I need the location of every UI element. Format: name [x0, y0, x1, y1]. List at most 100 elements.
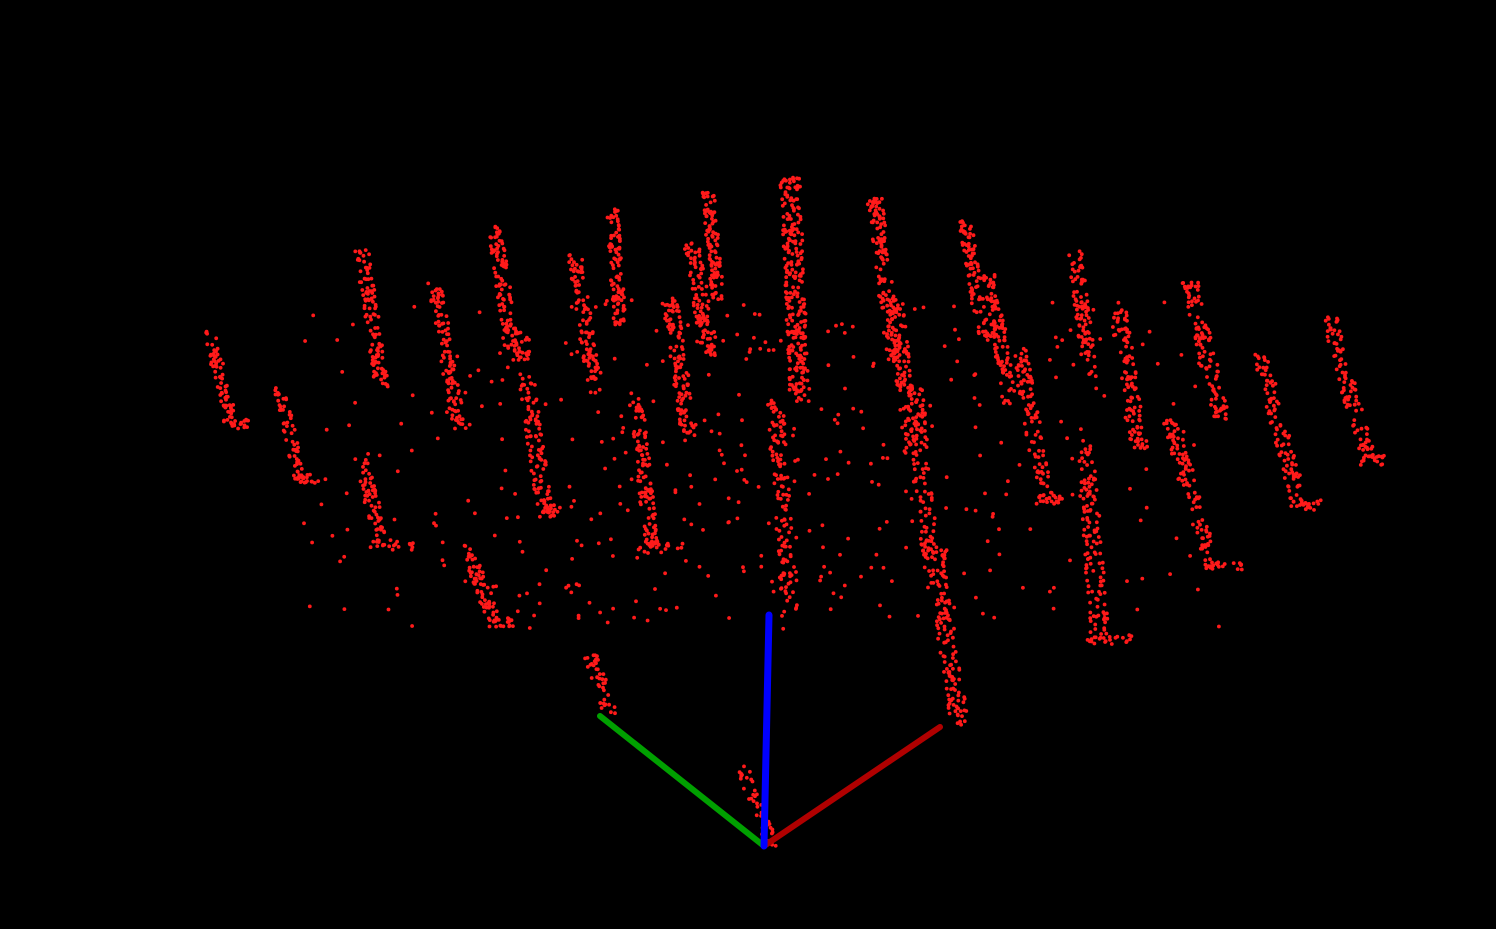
point	[1263, 368, 1268, 373]
point	[898, 408, 903, 412]
point	[779, 586, 783, 591]
point	[1176, 477, 1181, 481]
point	[993, 294, 998, 298]
point	[480, 595, 485, 600]
point	[700, 191, 705, 196]
point	[1138, 431, 1142, 436]
point	[790, 383, 794, 387]
point	[1215, 362, 1220, 367]
point	[918, 404, 923, 408]
point	[1210, 560, 1214, 565]
point	[885, 318, 890, 322]
point	[1286, 435, 1291, 440]
point	[900, 302, 905, 306]
point	[787, 595, 792, 600]
point	[874, 204, 879, 209]
point	[799, 320, 803, 324]
point	[736, 500, 741, 505]
point	[958, 229, 963, 233]
point	[792, 426, 796, 431]
point	[909, 428, 913, 432]
point	[953, 682, 958, 686]
point	[735, 516, 740, 521]
point	[547, 507, 551, 512]
point	[476, 368, 481, 373]
point	[594, 667, 599, 671]
point	[1199, 364, 1204, 368]
point	[781, 626, 786, 631]
point	[223, 405, 228, 410]
point	[737, 392, 741, 397]
point	[377, 332, 382, 336]
point	[1083, 481, 1087, 486]
point	[647, 522, 652, 526]
point	[597, 684, 602, 689]
point	[930, 555, 934, 559]
point	[1068, 558, 1072, 563]
point	[991, 280, 996, 285]
point	[1144, 439, 1149, 443]
point	[609, 260, 614, 265]
point	[797, 300, 802, 304]
point	[663, 571, 667, 576]
point	[1259, 372, 1264, 377]
point	[826, 329, 830, 334]
point	[1080, 344, 1085, 349]
point	[480, 404, 484, 409]
point	[1212, 414, 1217, 419]
point	[876, 236, 880, 240]
point	[995, 353, 999, 358]
point	[1290, 470, 1295, 474]
point	[997, 552, 1002, 557]
point	[1125, 418, 1130, 423]
point	[993, 305, 998, 310]
point	[1086, 480, 1091, 485]
point	[897, 312, 902, 317]
point	[1075, 307, 1079, 312]
point	[570, 263, 575, 268]
point	[966, 235, 971, 240]
point	[486, 616, 491, 621]
point	[1051, 493, 1056, 498]
point	[497, 293, 502, 298]
point	[361, 465, 365, 469]
point	[544, 568, 549, 573]
point	[699, 271, 704, 276]
point	[587, 331, 592, 336]
point	[777, 414, 781, 419]
point	[967, 273, 972, 277]
point	[923, 435, 928, 440]
point	[494, 584, 498, 589]
point	[777, 528, 782, 533]
point	[921, 471, 926, 475]
point	[920, 467, 925, 471]
point	[900, 324, 905, 329]
point	[798, 251, 803, 256]
point	[785, 244, 790, 249]
point	[713, 262, 718, 267]
point	[645, 495, 649, 499]
point	[779, 429, 784, 434]
point	[939, 548, 944, 553]
point	[1253, 352, 1258, 357]
point	[799, 355, 804, 360]
point	[651, 399, 656, 404]
point	[1239, 567, 1244, 572]
point	[956, 713, 960, 718]
point	[788, 554, 793, 559]
point	[1209, 403, 1213, 407]
point	[929, 496, 934, 500]
point	[1118, 310, 1123, 315]
point	[1092, 476, 1096, 481]
point	[616, 263, 621, 268]
point	[629, 391, 634, 396]
point	[363, 477, 368, 482]
point	[469, 574, 473, 579]
point	[445, 343, 449, 348]
point	[1352, 418, 1357, 422]
point	[895, 363, 900, 368]
point	[1102, 394, 1107, 398]
point	[739, 443, 744, 448]
point	[520, 376, 525, 381]
